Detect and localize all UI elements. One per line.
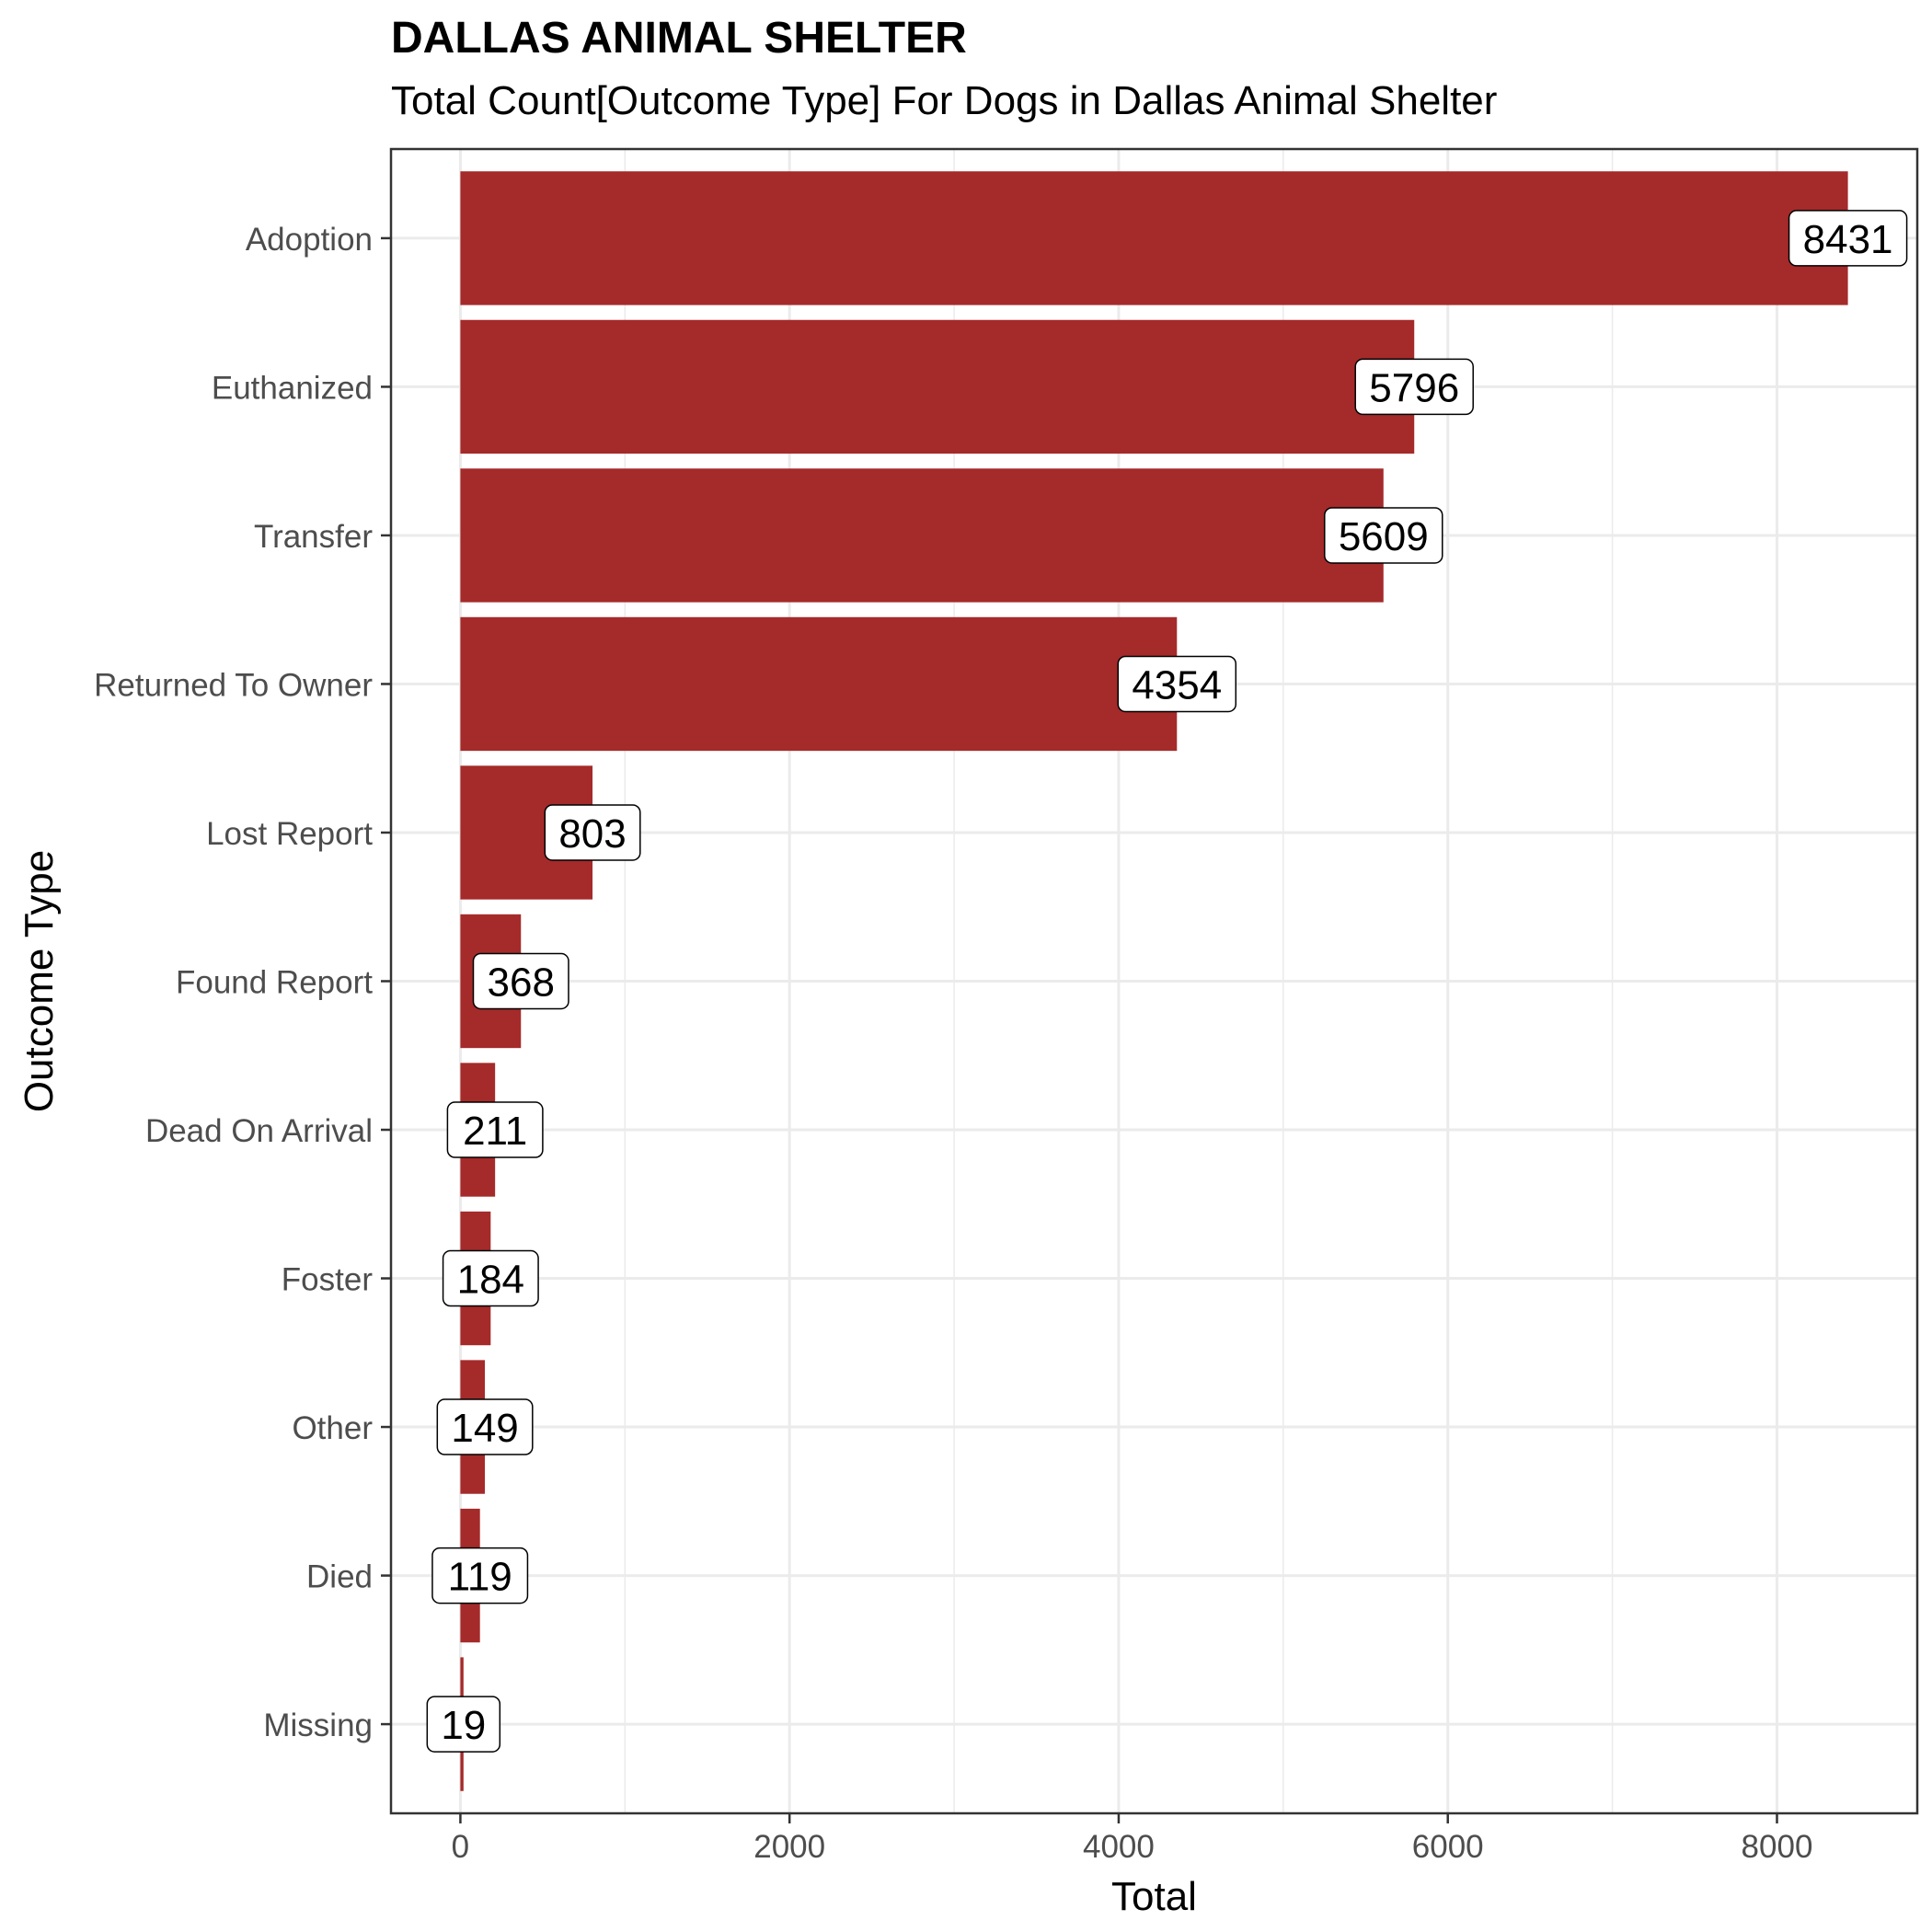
y-tick-label: Died xyxy=(306,1559,373,1595)
bar xyxy=(460,468,1384,603)
y-tick-label: Lost Report xyxy=(206,816,373,852)
y-tick-label: Other xyxy=(292,1410,373,1446)
x-tick-label: 2000 xyxy=(753,1829,825,1865)
data-label-box xyxy=(1324,507,1443,564)
y-tick-label: Missing xyxy=(263,1708,373,1743)
bar xyxy=(460,616,1178,752)
x-tick-label: 4000 xyxy=(1083,1829,1155,1865)
x-axis-label: Total xyxy=(1111,1874,1197,1919)
data-label: 4354 xyxy=(1132,662,1222,707)
y-axis-label: Outcome Type xyxy=(17,850,62,1112)
bars xyxy=(460,171,1848,1791)
data-label: 211 xyxy=(463,1109,527,1154)
y-tick-label: Returned To Owner xyxy=(94,667,373,703)
data-label: 5796 xyxy=(1369,365,1459,410)
x-tick-label: 8000 xyxy=(1742,1829,1813,1865)
data-label-box xyxy=(472,952,569,1010)
bar xyxy=(460,319,1415,454)
y-tick-label: Transfer xyxy=(254,519,373,555)
data-label-box xyxy=(442,1249,539,1307)
data-label: 149 xyxy=(451,1406,518,1451)
y-tick-label: Euthanized xyxy=(212,370,373,406)
data-label: 5609 xyxy=(1339,514,1429,559)
chart-title: DALLAS ANIMAL SHELTER xyxy=(391,14,967,63)
data-label-box xyxy=(446,1101,544,1158)
data-label: 368 xyxy=(488,960,555,1006)
y-tick-label: Dead On Arrival xyxy=(145,1113,373,1149)
data-label-box xyxy=(544,804,641,861)
data-labels: 8431 5796 5609 4354 803 368 211 184 149 119 19 xyxy=(426,210,1908,1753)
y-axis: Adoption Euthanized Transfer Returned To Ow… xyxy=(94,222,391,1743)
data-label: 8431 xyxy=(1803,217,1893,262)
bar xyxy=(460,171,1848,305)
data-label: 184 xyxy=(457,1258,524,1303)
data-label: 119 xyxy=(448,1555,512,1600)
data-label-box xyxy=(426,1696,501,1753)
x-tick-label: 0 xyxy=(452,1829,469,1865)
data-label: 19 xyxy=(441,1703,486,1748)
data-label: 803 xyxy=(558,811,626,857)
y-tick-label: Adoption xyxy=(246,222,373,258)
y-tick-label: Found Report xyxy=(176,965,373,1001)
data-label-box xyxy=(1788,210,1908,267)
data-label-box xyxy=(1117,655,1237,713)
y-tick-label: Foster xyxy=(282,1262,374,1298)
data-label-box xyxy=(436,1398,534,1455)
chart-subtitle: Total Count[Outcome Type] For Dogs in Da… xyxy=(391,78,1498,123)
data-label-box xyxy=(1354,358,1474,416)
x-axis: 0 2000 4000 6000 8000 xyxy=(452,1813,1813,1865)
data-label-box xyxy=(431,1547,529,1604)
x-tick-label: 6000 xyxy=(1412,1829,1484,1865)
